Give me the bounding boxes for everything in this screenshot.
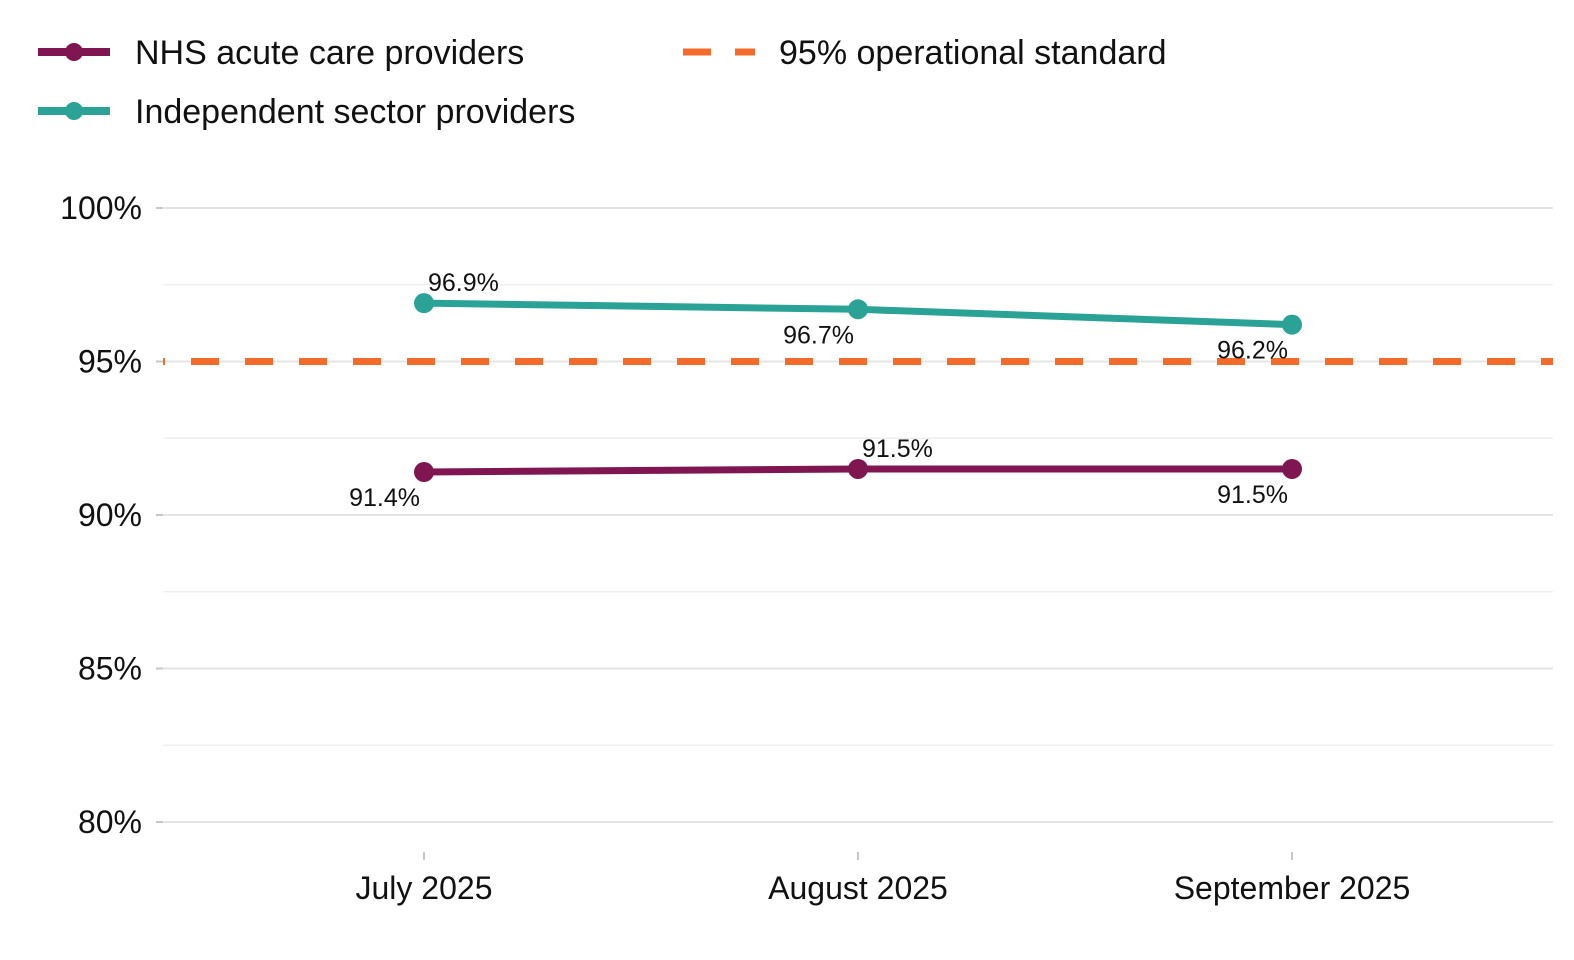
data-labels: 91.4% 91.5% 91.5% 96.9% 96.7% 96.2%: [349, 269, 1288, 512]
legend-item-nhs[interactable]: NHS acute care providers: [38, 34, 524, 72]
legend-item-standard[interactable]: 95% operational standard: [683, 34, 1167, 72]
x-tick-label: September 2025: [1174, 870, 1411, 906]
data-label-nhs: 91.5%: [862, 435, 933, 463]
data-label-nhs: 91.5%: [1217, 481, 1288, 509]
data-label-independent: 96.7%: [783, 321, 854, 349]
x-tick-label: August 2025: [768, 870, 948, 906]
data-point-independent: [848, 299, 868, 320]
y-tick-label: 80%: [78, 804, 142, 840]
legend-label-independent: Independent sector providers: [135, 93, 575, 131]
data-label-nhs: 91.4%: [349, 484, 420, 512]
legend-marker-independent: [65, 102, 83, 120]
data-point-nhs: [414, 462, 434, 483]
data-point-independent: [414, 293, 434, 314]
y-tick-label: 100%: [60, 190, 142, 226]
legend-item-independent[interactable]: Independent sector providers: [38, 93, 575, 131]
y-tick-label: 95%: [78, 344, 142, 380]
y-tick-label: 90%: [78, 497, 142, 533]
legend-label-nhs: NHS acute care providers: [135, 34, 524, 72]
data-label-independent: 96.2%: [1217, 337, 1288, 365]
data-label-independent: 96.9%: [428, 269, 499, 297]
data-point-independent: [1282, 314, 1302, 335]
y-axis: 80% 85% 90% 95% 100%: [60, 190, 163, 840]
data-point-nhs: [1282, 458, 1302, 479]
data-point-nhs: [848, 458, 868, 479]
legend-label-standard: 95% operational standard: [779, 34, 1167, 72]
series-lines: [414, 293, 1302, 483]
legend-marker-nhs: [65, 43, 83, 61]
legend: NHS acute care providers Independent sec…: [38, 34, 1167, 131]
x-tick-label: July 2025: [356, 870, 493, 906]
x-axis: July 2025 August 2025 September 2025: [356, 852, 1411, 906]
y-tick-label: 85%: [78, 651, 142, 687]
